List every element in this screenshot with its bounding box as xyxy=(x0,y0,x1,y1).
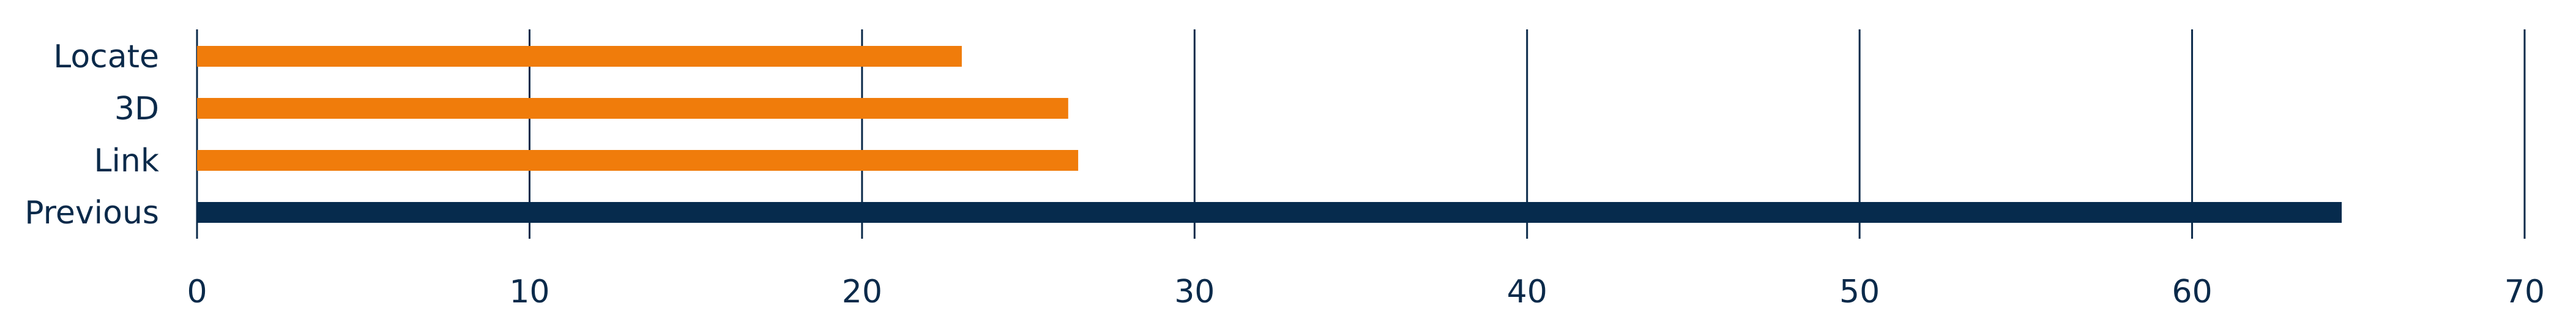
x-tick-label-50: 50 xyxy=(1839,274,1880,310)
x-tick-label-10: 10 xyxy=(509,274,549,310)
category-labels: Locate 3D Link Previous xyxy=(24,39,159,231)
x-tick-label-70: 70 xyxy=(2504,274,2545,310)
category-label-previous: Previous xyxy=(24,195,159,231)
category-label-locate: Locate xyxy=(53,39,159,75)
bar-3d xyxy=(197,98,1068,119)
bar-layer xyxy=(197,46,2342,223)
category-label-link: Link xyxy=(94,143,160,179)
bar-previous xyxy=(197,202,2342,223)
x-tick-label-60: 60 xyxy=(2172,274,2212,310)
x-tick-label-20: 20 xyxy=(842,274,882,310)
x-axis-tick-labels: 0 10 20 30 40 50 60 70 xyxy=(187,274,2545,310)
bar-locate xyxy=(197,46,962,67)
x-tick-label-30: 30 xyxy=(1174,274,1215,310)
category-label-3d: 3D xyxy=(114,91,159,127)
bar-link xyxy=(197,150,1079,171)
x-tick-label-40: 40 xyxy=(1507,274,1547,310)
x-tick-label-0: 0 xyxy=(187,274,207,310)
